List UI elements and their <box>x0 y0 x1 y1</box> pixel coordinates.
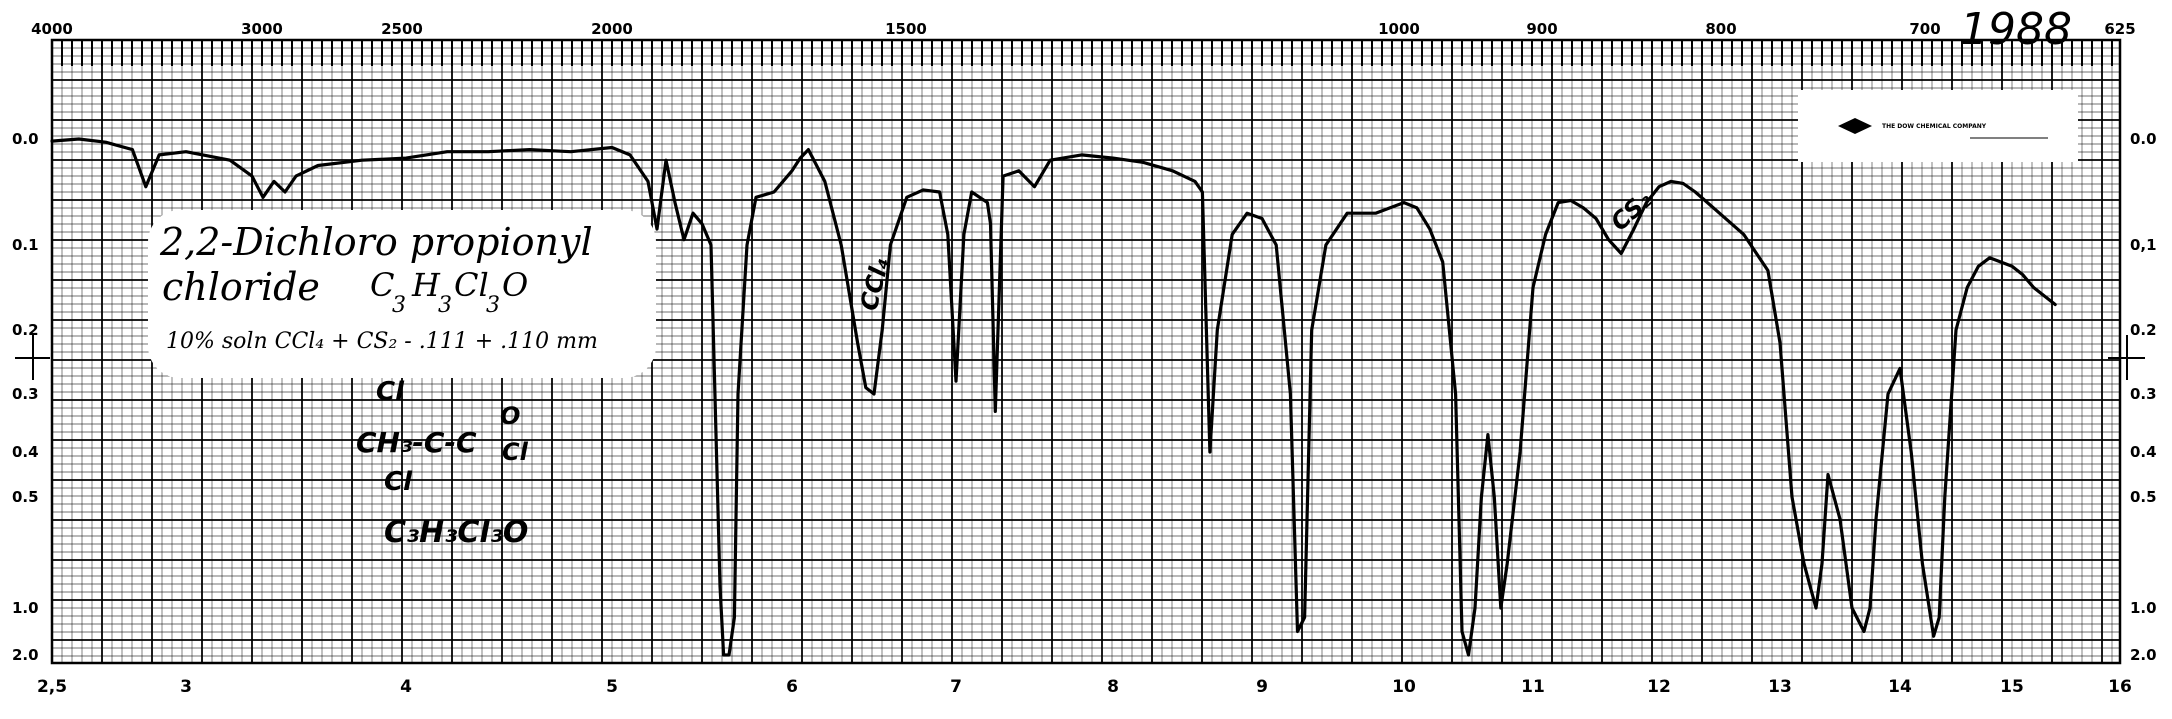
formula-cl: Cl <box>454 266 489 304</box>
bottom-tick-label: 13 <box>1768 677 1792 697</box>
top-tick-label: 2000 <box>591 20 633 38</box>
bottom-axis-labels: 2,5 3 4 5 6 7 8 9 10 11 12 13 14 15 16 <box>37 677 2132 697</box>
top-tick-marks <box>51 40 2113 66</box>
right-tick-label: 0.5 <box>2130 488 2157 506</box>
bottom-tick-label: 7 <box>950 677 962 697</box>
left-tick-label: 1.0 <box>12 599 39 617</box>
structure-sketch: Cl CH₃-C-C O Cl Cl C₃H₃Cl₃O <box>356 377 529 550</box>
bottom-tick-label: 14 <box>1888 677 1912 697</box>
dow-stamp-text: THE DOW CHEMICAL COMPANY <box>1882 123 1987 130</box>
right-tick-label: 1.0 <box>2130 599 2157 617</box>
formula-c: C <box>370 266 394 304</box>
left-tick-label: 2.0 <box>12 646 39 664</box>
bottom-tick-label: 6 <box>786 677 798 697</box>
measurement-conditions: 10% soln CCl₄ + CS₂ - .111 + .110 mm <box>166 329 598 354</box>
top-tick-label: 900 <box>1526 20 1557 38</box>
right-tick-label: 2.0 <box>2130 646 2157 664</box>
dow-stamp: THE DOW CHEMICAL COMPANY <box>1798 90 2078 162</box>
bottom-tick-label: 8 <box>1107 677 1119 697</box>
bottom-tick-label: 11 <box>1521 677 1545 697</box>
bottom-tick-label: 2,5 <box>37 677 67 697</box>
left-tick-label: 0.1 <box>12 236 39 254</box>
compound-name-line1: 2,2-Dichloro propionyl <box>159 220 593 264</box>
dow-diamond-logo <box>1838 118 1872 134</box>
spectrum-trace <box>50 137 2057 657</box>
bottom-tick-label: 15 <box>2000 677 2024 697</box>
top-tick-label: 700 <box>1909 20 1940 38</box>
formula-o: O <box>502 266 528 304</box>
top-tick-label: 2500 <box>381 20 423 38</box>
right-tick-label: 0,1 <box>2130 236 2157 254</box>
right-axis-labels: 0.0 0,1 0.2 0.3 0.4 0.5 1.0 2.0 <box>2130 130 2157 664</box>
left-tick-label: 0.3 <box>12 385 39 403</box>
structure-formula: C₃H₃Cl₃O <box>384 515 528 550</box>
right-tick-label: 0.2 <box>2130 321 2157 339</box>
structure-cl-right: Cl <box>502 438 529 466</box>
structure-main-chain: CH₃-C-C <box>356 426 477 459</box>
compound-name-line2: chloride <box>162 265 320 309</box>
formula-h-sub: 3 <box>438 293 452 318</box>
sample-label-box <box>148 210 656 378</box>
registration-cross-left <box>15 335 50 380</box>
bottom-tick-label: 12 <box>1647 677 1671 697</box>
left-tick-label: 0.4 <box>12 443 39 461</box>
bottom-tick-label: 4 <box>400 677 412 697</box>
structure-cl-bottom: Cl <box>384 467 413 497</box>
sample-label: 2,2-Dichloro propionyl chloride C 3 H 3 … <box>148 210 656 378</box>
year-note: 1988 <box>1960 4 2072 55</box>
left-tick-label: 0.0 <box>12 130 39 148</box>
right-tick-label: 0.3 <box>2130 385 2157 403</box>
left-tick-label: 0.5 <box>12 488 39 506</box>
top-tick-label: 4000 <box>31 20 73 38</box>
formula-cl-sub: 3 <box>486 293 500 318</box>
top-axis-labels: 4000 3000 2500 2000 1500 1000 900 800 700 625 <box>31 20 2136 38</box>
top-tick-label: 1500 <box>885 20 927 38</box>
bottom-tick-label: 10 <box>1392 677 1416 697</box>
structure-carbonyl-o: O <box>500 402 520 430</box>
left-axis-labels: 0.0 0.1 0.2 0.3 0.4 0.5 1.0 2.0 <box>12 130 39 664</box>
top-tick-label: 625 <box>2104 20 2135 38</box>
structure-cl-top: Cl <box>376 377 405 407</box>
plot-frame <box>50 38 2122 665</box>
top-tick-label: 800 <box>1705 20 1736 38</box>
top-tick-label: 1000 <box>1378 20 1420 38</box>
bottom-tick-label: 5 <box>606 677 618 697</box>
bottom-tick-label: 3 <box>180 677 192 697</box>
formula-c-sub: 3 <box>392 293 406 318</box>
bottom-tick-label: 16 <box>2108 677 2132 697</box>
top-tick-label: 3000 <box>241 20 283 38</box>
left-tick-label: 0.2 <box>12 321 39 339</box>
bottom-tick-label: 9 <box>1256 677 1268 697</box>
right-tick-label: 0.4 <box>2130 443 2157 461</box>
right-tick-label: 0.0 <box>2130 130 2157 148</box>
formula-h: H <box>411 266 441 304</box>
registration-cross-right <box>2108 335 2145 380</box>
